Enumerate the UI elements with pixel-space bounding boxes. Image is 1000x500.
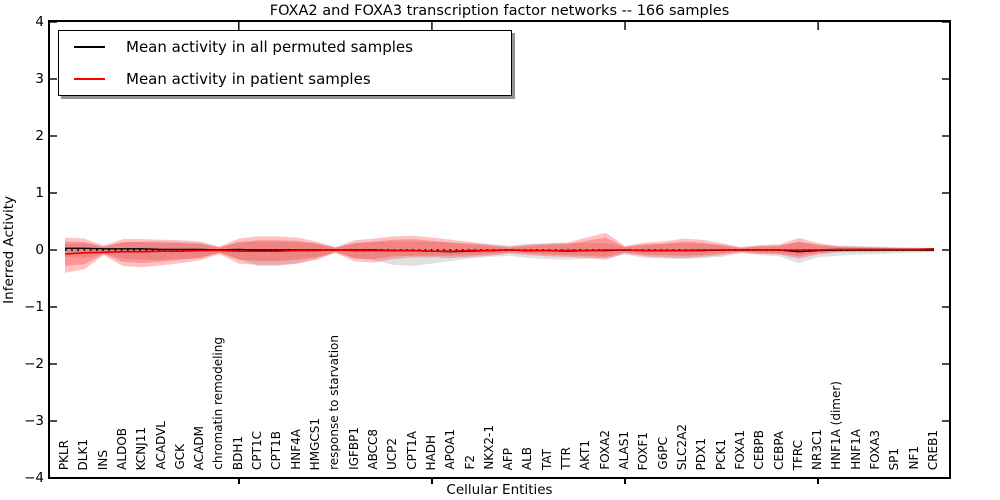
x-tick-label: FOXF1 (636, 431, 651, 470)
x-tick-bottom (624, 479, 627, 484)
x-tick-label: F2 (462, 455, 477, 470)
permuted-samples-range-band (65, 241, 934, 266)
x-tick-label: ALB (520, 446, 535, 470)
legend-item-patient: Mean activity in patient samples (59, 63, 511, 95)
x-tick-label: FOXA3 (868, 430, 883, 470)
x-tick-label: CPT1C (250, 431, 265, 470)
x-tick-label: PCK1 (713, 438, 728, 470)
legend: Mean activity in all permuted samples Me… (58, 30, 512, 96)
legend-item-permuted: Mean activity in all permuted samples (59, 31, 511, 63)
y-tick-label: 4 (35, 14, 44, 30)
patient-samples-range-outer-band (65, 232, 934, 273)
x-tick-label: chromatin remodeling (211, 337, 226, 470)
legend-line-red-icon (74, 78, 105, 80)
patient-samples-range-inner-band (65, 237, 934, 266)
x-tick-label: ACADVL (153, 421, 168, 470)
x-tick-label: BDH1 (230, 435, 245, 470)
x-axis-label: Cellular Entities (446, 482, 553, 498)
y-tick-label: 1 (35, 185, 44, 201)
x-tick-label: SLC2A2 (674, 423, 689, 470)
x-tick-label: NR3C1 (810, 429, 825, 470)
x-tick-label: TAT (539, 448, 554, 470)
y-tick-label: −2 (24, 356, 44, 372)
x-tick-label: ALAS1 (617, 431, 632, 470)
y-tick-label: 0 (35, 242, 44, 258)
x-tick-label: ALDOB (114, 428, 129, 470)
x-tick-label: INS (95, 449, 110, 470)
x-tick-label: HNF1A (dimer) (829, 381, 844, 470)
x-tick-label: response to starvation (327, 335, 342, 470)
x-tick-label: TTR (559, 447, 574, 470)
y-tick-label: −3 (24, 413, 44, 429)
x-tick-label: G6PC (655, 437, 670, 470)
x-tick-bottom (237, 479, 240, 484)
x-tick-label: HADH (423, 434, 438, 471)
y-tick-label: −4 (24, 470, 44, 486)
y-tick-label: 3 (35, 71, 44, 87)
x-tick-label: PKLR (57, 439, 71, 470)
x-tick-label: HNF4A (288, 429, 303, 470)
x-tick-label: DLK1 (76, 438, 91, 470)
x-tick-label: UCP2 (385, 437, 400, 470)
legend-label: Mean activity in all permuted samples (126, 38, 413, 56)
x-tick-label: AKT1 (578, 439, 593, 470)
legend-line-black-icon (74, 46, 105, 48)
x-tick-label: CPT1A (404, 431, 419, 470)
x-tick-bottom (430, 479, 433, 484)
y-tick-label: 2 (35, 128, 44, 144)
x-tick-label: CPT1B (269, 431, 284, 470)
x-tick-label: PDX1 (694, 437, 709, 470)
x-tick-label: KCNJ11 (134, 426, 149, 470)
x-tick-label: ABCC8 (365, 429, 380, 470)
x-tick-label: FOXA1 (732, 430, 747, 470)
x-tick-label: GCK (172, 444, 187, 470)
legend-label: Mean activity in patient samples (126, 70, 371, 88)
x-tick-label: NF1 (906, 446, 921, 470)
x-tick-label: IGFBP1 (346, 427, 361, 470)
x-tick-label: HNF1A (848, 429, 863, 470)
x-tick-bottom (817, 479, 820, 484)
x-tick-label: ACADM (192, 425, 207, 470)
x-tick-label: APOA1 (443, 429, 458, 470)
y-tick-label: −1 (24, 299, 44, 315)
x-tick-label: HMGCS1 (308, 417, 323, 470)
x-tick-label: TFRC (790, 439, 805, 470)
plot-area (48, 20, 951, 479)
chart-title: FOXA2 and FOXA3 transcription factor net… (269, 3, 730, 19)
x-tick-label: FOXA2 (597, 430, 612, 470)
x-tick-label: AFP (501, 447, 516, 470)
x-tick-label: SP1 (887, 447, 902, 471)
chart-canvas (50, 22, 949, 422)
x-tick-label: CEBPA (771, 431, 786, 470)
series-line (64, 248, 935, 255)
x-tick-label: CEBPB (752, 430, 767, 470)
x-tick-label: CREB1 (926, 429, 940, 470)
x-tick-label: NKX2-1 (481, 425, 496, 470)
